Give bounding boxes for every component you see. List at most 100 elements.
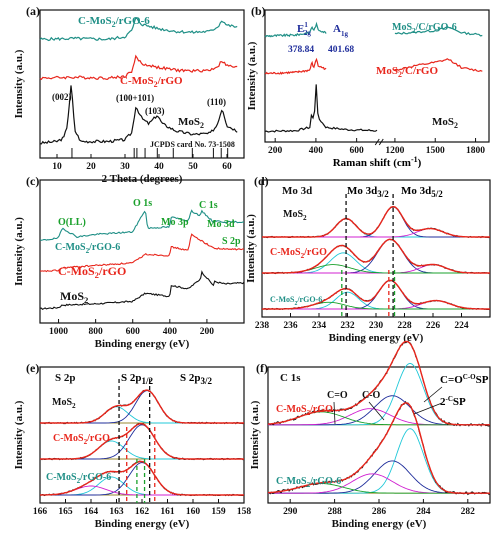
peak-label-part: A	[333, 23, 341, 35]
x-tick-label: 20	[86, 162, 96, 172]
label-tail: /rGO	[86, 433, 110, 444]
reference-line-label-sub: 3/2	[201, 376, 213, 386]
plot-frame	[39, 179, 245, 324]
annotation-pointer	[333, 401, 336, 425]
x-axis-label: 2 Theta (degrees)	[102, 173, 183, 185]
panel-title: C 1s	[280, 372, 301, 384]
x-tick-label: 236	[283, 321, 298, 331]
x-axis-label-part: Raman shift (cm	[333, 157, 411, 169]
legend-mos2: MoS2	[178, 116, 204, 130]
x-tick-label: 400	[309, 146, 324, 156]
panel-label: (f)	[256, 361, 268, 375]
label-subscript: 2	[412, 27, 416, 35]
reference-line-label: S 2p1/2	[121, 372, 154, 386]
panel-title: Mo 3d	[282, 185, 312, 197]
legend-c-mos2-rgo: C-MoS2/rGO	[276, 404, 333, 417]
annotation-part: C-O	[463, 373, 476, 381]
x-tick-label: 234	[312, 321, 327, 331]
legend-c-mos2-rgo-6: C-MoS2/rGO-6	[270, 295, 322, 307]
annotation-part: SP	[476, 374, 489, 386]
label-subscript: 2	[307, 481, 311, 489]
label-tail: /rGO	[309, 404, 333, 415]
annotation-part: -C	[446, 395, 453, 403]
legend-c-mos2-rgo: C-MoS2/rGO	[58, 264, 126, 280]
x-axis-label-part: -1	[411, 155, 418, 164]
peak-label-c1s: C 1s	[199, 200, 218, 211]
x-tick-label: 284	[416, 507, 431, 517]
x-tick-label: 162	[135, 507, 150, 517]
reference-line-label-sub: 5/2	[431, 189, 443, 199]
reference-line-label: Mo 3d3/2	[347, 185, 389, 199]
x-tick-label: 1500	[426, 146, 445, 156]
series-line-2-low	[264, 21, 327, 38]
series-line-1-high	[394, 58, 483, 73]
x-tick-label: 160	[186, 507, 201, 517]
fit-envelope	[40, 460, 244, 496]
label-tail: /rGO-6	[296, 295, 322, 304]
x-axis-label: Raman shift (cm-1)	[333, 155, 422, 169]
peak-value-a1g: 401.68	[328, 45, 354, 55]
annotation-part: SP	[453, 396, 466, 408]
label-tail: /rGO-6	[79, 472, 111, 483]
y-axis-label: Intensity (a.u.)	[13, 217, 25, 286]
reference-line-label-main: Mo 3d	[401, 185, 431, 197]
series-line-0-low	[264, 84, 378, 133]
x-axis-label: Binding energy (eV)	[95, 338, 190, 350]
label-main: MoS	[392, 22, 412, 33]
x-tick-label: 286	[372, 507, 387, 517]
label-main: MoS	[376, 65, 398, 77]
label-main: C-MoS	[55, 242, 86, 253]
series-line-0	[39, 270, 245, 310]
fit-envelope	[267, 340, 490, 426]
y-axis-label: Intensity (a.u.)	[246, 41, 258, 110]
label-main: C-MoS	[270, 247, 301, 258]
annotation-sp3-c: 2-CSP	[440, 395, 466, 408]
label-subscript: 2	[154, 80, 158, 89]
label-subscript: 2	[301, 252, 305, 260]
label-main: C-MoS	[46, 472, 77, 483]
label-main: MoS	[52, 397, 72, 408]
series-line-1	[39, 54, 238, 81]
x-tick-label: 282	[461, 507, 476, 517]
x-tick-label: 1800	[466, 146, 485, 156]
annotation-part: 2	[440, 396, 446, 408]
label-subscript: 2	[200, 121, 204, 130]
fit-component	[40, 406, 244, 424]
x-tick-label: 30	[120, 162, 130, 172]
label-subscript: 2	[454, 121, 458, 130]
reference-line-label: Mo 3d5/2	[401, 185, 443, 199]
reference-line-label-main: S 2p	[121, 372, 142, 384]
panel-label: (e)	[26, 361, 39, 375]
peak-label-103: (103)	[145, 106, 165, 116]
series-line-1-low	[264, 57, 327, 75]
x-axis-label-part: )	[418, 157, 422, 169]
x-tick-label: 200	[268, 146, 283, 156]
label-main: C-MoS	[270, 295, 295, 304]
x-tick-label: 10	[52, 162, 62, 172]
axis-break-mark	[378, 138, 384, 146]
label-main: C-MoS	[276, 404, 307, 415]
reference-line-label-main: Mo 3d	[347, 185, 377, 197]
x-tick-label: 232	[340, 321, 355, 331]
x-tick-label: 50	[188, 162, 198, 172]
label-subscript: 2	[398, 70, 402, 79]
x-tick-label: 600	[126, 327, 141, 337]
x-tick-label: 400	[163, 327, 178, 337]
legend-mos2: MoS2	[60, 289, 88, 305]
annotation-pointer	[413, 402, 443, 415]
legend-mos2-c-rgo-6: MoS2/C/rGO-6	[392, 22, 457, 35]
annotation-part: C=O	[440, 374, 463, 386]
label-main: MoS	[283, 209, 303, 220]
x-axis-label: Binding energy (eV)	[95, 518, 190, 530]
panel-label: (b)	[251, 4, 266, 18]
series-line-1	[39, 233, 245, 273]
y-axis-label: Intensity (a.u.)	[245, 214, 257, 283]
peak-label-002: (002)	[52, 92, 72, 102]
x-tick-label: 1200	[385, 146, 404, 156]
x-tick-label: 290	[283, 507, 298, 517]
x-tick-label: 238	[255, 321, 270, 331]
legend-c-mos2-rgo-6: C-MoS2/rGO-6	[276, 476, 341, 489]
legend-mos2: MoS2	[52, 397, 76, 410]
legend-c-mos2-rgo: C-MoS2/rGO	[270, 247, 327, 260]
